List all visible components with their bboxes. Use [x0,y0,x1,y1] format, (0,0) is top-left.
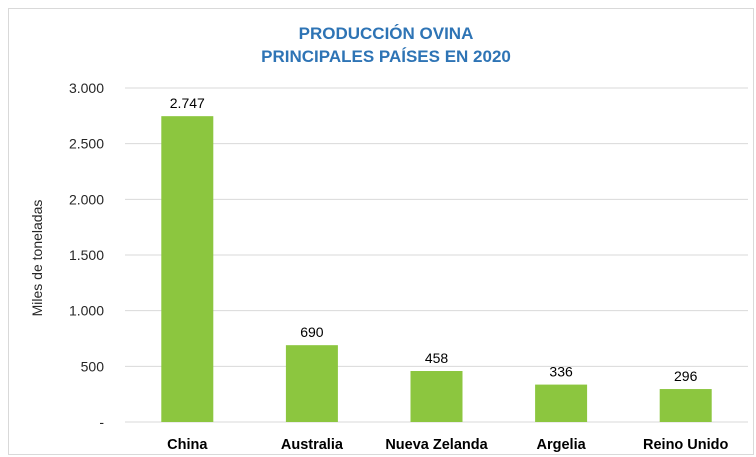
y-axis-label: Miles de toneladas [29,200,45,317]
chart-title-line-2: PRINCIPALES PAÍSES EN 2020 [261,47,511,66]
y-tick-label: 2.500 [69,136,104,152]
y-tick-label: 3.000 [69,80,104,96]
y-tick-label: 1.500 [69,247,104,263]
bar [161,116,214,423]
y-tick-label: 1.000 [69,303,104,319]
x-tick-label: Argelia [537,437,587,453]
bar [659,389,712,422]
y-tick-label: - [99,414,104,430]
x-tick-label: Reino Unido [643,437,729,453]
x-tick-label: Nueva Zelanda [385,437,488,453]
y-tick-label: 2.000 [69,191,104,207]
y-tick-label: 500 [81,358,105,374]
bar [535,384,588,422]
data-label: 296 [674,368,698,384]
x-tick-label: Australia [281,437,344,453]
x-tick-label: China [167,437,208,453]
bar [285,345,338,422]
data-label: 458 [425,350,449,366]
chart-title-line-1: PRODUCCIÓN OVINA [299,24,474,43]
bar [410,371,463,422]
chart-frame [8,8,754,455]
data-label: 336 [549,364,573,380]
data-label: 690 [300,324,324,340]
data-label: 2.747 [170,95,205,111]
